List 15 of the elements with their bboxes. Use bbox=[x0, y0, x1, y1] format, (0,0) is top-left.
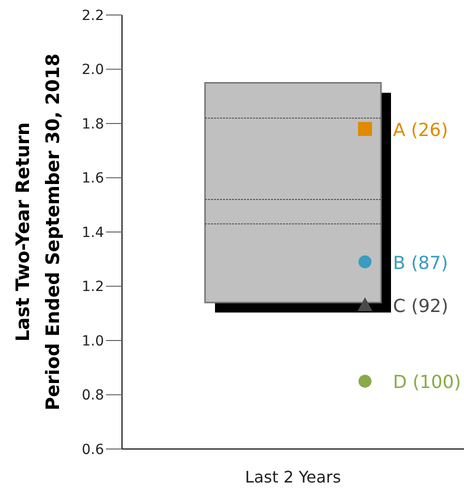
y-tick-label: 1.6 bbox=[82, 170, 104, 187]
y-axis-title: Last Two-Year Return Period Ended September 30, 2018 bbox=[13, 53, 64, 411]
series-label: A (26) bbox=[393, 120, 448, 141]
x-tick-label: Last 2 Years bbox=[245, 467, 341, 486]
y-tick-label: 1.2 bbox=[82, 279, 104, 296]
y-tick-label: 2.2 bbox=[82, 8, 104, 24]
series-label: D (100) bbox=[393, 372, 461, 394]
y-tick-label: 1.4 bbox=[82, 224, 104, 241]
y-tick-label: 2.0 bbox=[82, 62, 104, 78]
y-tick-label: 1.0 bbox=[82, 333, 104, 350]
y-tick-label: 0.8 bbox=[82, 388, 104, 404]
y-tick-label: 1.8 bbox=[82, 116, 104, 132]
series-label: C (92) bbox=[393, 296, 448, 318]
y-tick-label: 0.6 bbox=[82, 442, 104, 458]
series-label: B (87) bbox=[393, 252, 448, 274]
